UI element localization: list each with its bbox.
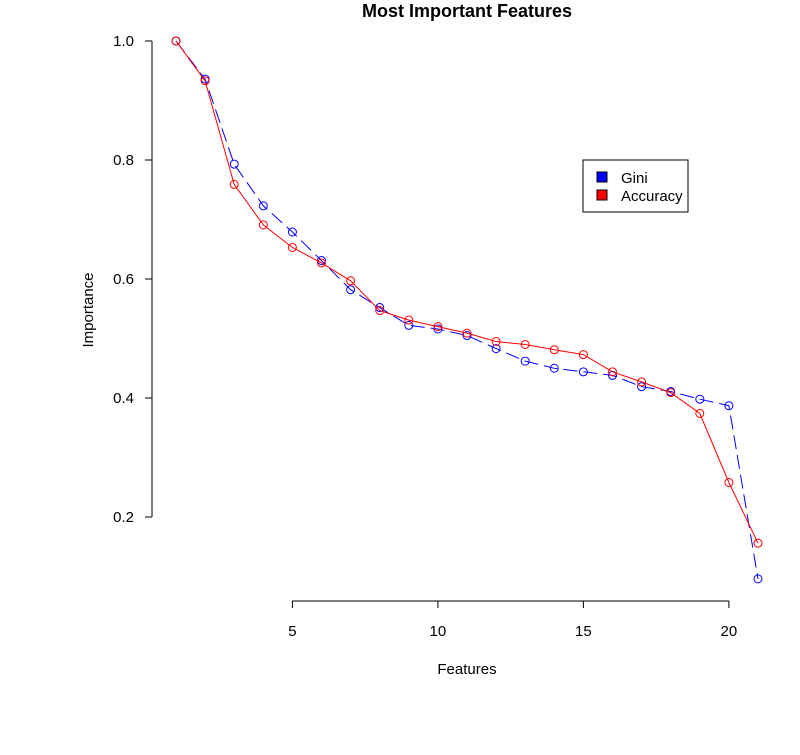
- y-axis: 0.2 0.4 0.6 0.8 1.0: [113, 33, 153, 526]
- data-point-accuracy: [433, 322, 443, 332]
- data-point-accuracy: [520, 339, 530, 349]
- data-point-gini: [520, 356, 530, 366]
- data-point-accuracy: [229, 179, 239, 189]
- chart-title: Most Important Features: [362, 1, 572, 21]
- data-point-accuracy: [724, 477, 734, 487]
- data-point-accuracy: [753, 538, 763, 548]
- y-tick-label: 1.0: [113, 33, 134, 50]
- data-point-gini: [404, 320, 414, 330]
- data-point-gini: [433, 324, 443, 334]
- data-point-gini: [462, 331, 472, 341]
- data-point-gini: [724, 401, 734, 411]
- y-tick-label: 0.2: [113, 509, 134, 526]
- series-gini: [171, 36, 763, 584]
- data-point-gini: [753, 574, 763, 584]
- data-point-gini: [695, 394, 705, 404]
- data-point-accuracy: [695, 408, 705, 418]
- legend-label-gini: Gini: [621, 170, 648, 187]
- y-axis-label: Importance: [80, 272, 97, 347]
- data-point-gini: [346, 285, 356, 295]
- data-point-gini: [229, 159, 239, 169]
- series-accuracy: [171, 36, 763, 548]
- data-point-gini: [549, 363, 559, 373]
- data-point-accuracy: [346, 276, 356, 286]
- series-layer: [171, 36, 763, 584]
- legend-swatch-accuracy: [596, 189, 608, 201]
- data-point-accuracy: [258, 220, 268, 230]
- data-point-accuracy: [637, 377, 647, 387]
- data-point-accuracy: [578, 350, 588, 360]
- data-point-accuracy: [200, 76, 210, 86]
- data-point-accuracy: [608, 367, 617, 377]
- legend-box: [582, 159, 689, 213]
- y-tick-label: 0.4: [113, 390, 134, 407]
- data-point-gini: [258, 201, 268, 211]
- legend: Gini Accuracy: [582, 159, 689, 213]
- x-tick-label: 10: [430, 623, 447, 640]
- data-point-gini: [491, 344, 501, 354]
- data-point-accuracy: [491, 336, 501, 346]
- data-point-accuracy: [317, 258, 326, 268]
- data-point-accuracy: [171, 36, 181, 46]
- data-point-accuracy: [375, 306, 385, 316]
- data-point-gini: [578, 367, 588, 377]
- data-point-accuracy: [549, 345, 559, 355]
- x-tick-label: 5: [288, 623, 296, 640]
- data-point-accuracy: [404, 315, 414, 325]
- series-line-accuracy: [175, 40, 759, 544]
- x-axis: 5 10 15 20: [288, 600, 738, 640]
- x-tick-label: 20: [721, 623, 738, 640]
- y-tick-label: 0.6: [113, 271, 134, 288]
- legend-swatch-gini: [596, 171, 608, 183]
- data-point-gini: [287, 227, 297, 237]
- series-line-gini: [175, 40, 759, 579]
- data-point-accuracy: [666, 388, 676, 398]
- data-point-gini: [375, 303, 385, 313]
- data-point-accuracy: [287, 242, 297, 252]
- legend-label-accuracy: Accuracy: [621, 188, 683, 205]
- x-axis-label: Features: [437, 661, 496, 678]
- y-tick-label: 0.8: [113, 152, 134, 169]
- data-point-accuracy: [462, 328, 472, 338]
- x-tick-label: 15: [575, 623, 592, 640]
- data-point-gini: [637, 382, 647, 392]
